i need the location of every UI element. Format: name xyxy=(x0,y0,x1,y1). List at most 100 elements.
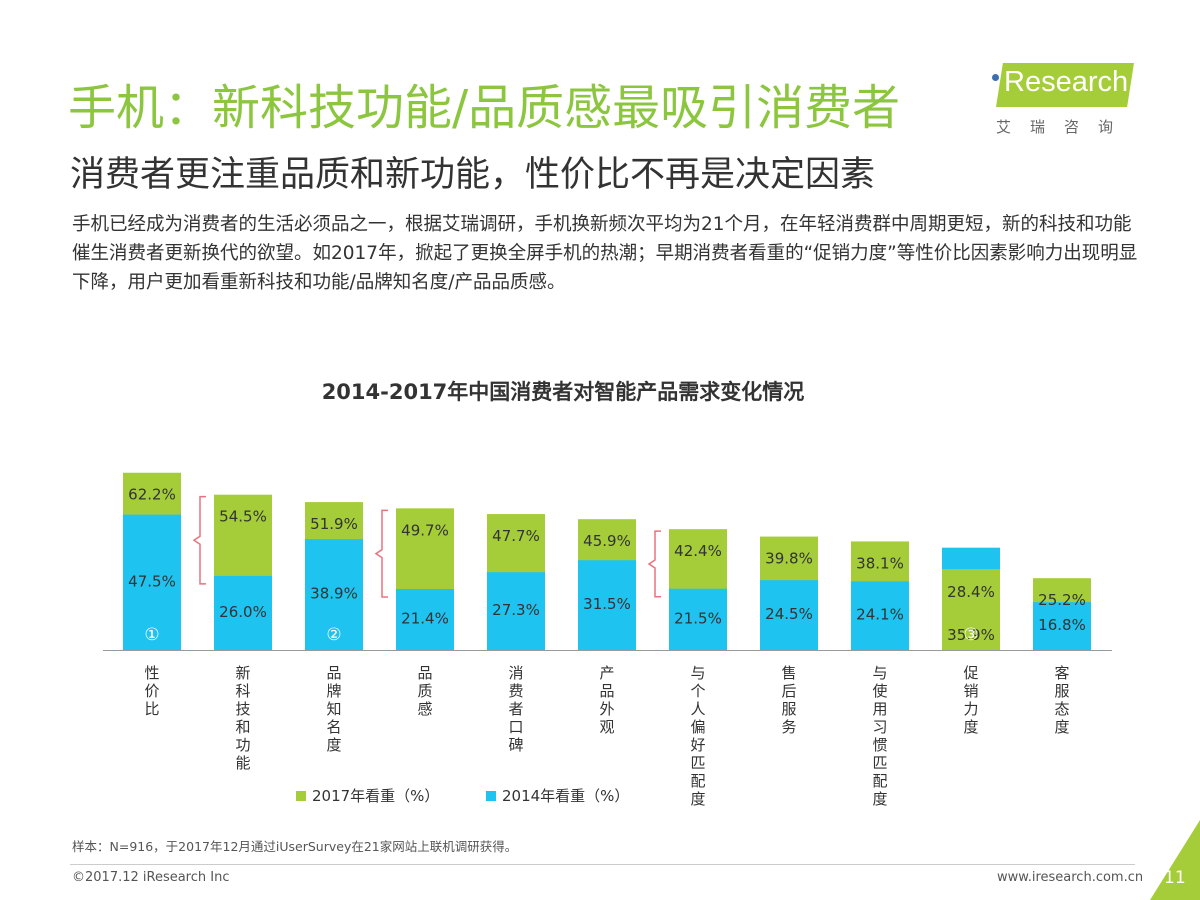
xtick-label-6-7: 度 xyxy=(690,790,705,808)
label-2017-6: 42.4% xyxy=(674,542,722,560)
xtick-label-1-5: 能 xyxy=(235,754,250,772)
bar-2014-5 xyxy=(578,560,636,650)
corner-decoration xyxy=(1150,820,1200,900)
xtick-label-4-2: 者 xyxy=(508,700,523,718)
label-2014-9: 35.9% xyxy=(947,626,995,644)
bar-2014-2 xyxy=(305,539,363,650)
xtick-label-8-2: 用 xyxy=(872,700,887,718)
label-2017-9: 28.4% xyxy=(947,583,995,601)
bar-2014-10 xyxy=(1033,602,1091,650)
bar-2017-9 xyxy=(942,569,1000,650)
xtick-label-1-2: 技 xyxy=(235,700,250,718)
annotation-2: ③ xyxy=(963,625,978,645)
logo-dot-icon xyxy=(992,74,999,81)
xtick-label-0-2: 比 xyxy=(144,700,159,718)
xtick-label-7-1: 后 xyxy=(781,682,796,700)
xtick-label-7-3: 务 xyxy=(781,718,796,736)
page-subtitle: 消费者更注重品质和新功能，性价比不再是决定因素 xyxy=(70,155,876,195)
xtick-label-3-0: 品 xyxy=(417,664,432,682)
xtick-label-1-4: 功 xyxy=(235,736,250,754)
xtick-label-4-1: 费 xyxy=(508,682,523,700)
xtick-label-1-0: 新 xyxy=(235,664,250,682)
xtick-label-2-1: 牌 xyxy=(326,682,341,700)
label-2017-8: 38.1% xyxy=(856,554,904,572)
xtick-label-1-1: 科 xyxy=(235,682,250,700)
label-2014-3: 21.4% xyxy=(401,610,449,628)
label-2014-6: 21.5% xyxy=(674,609,722,627)
xtick-label-6-2: 人 xyxy=(690,700,705,718)
legend-swatch-2017 xyxy=(296,791,306,801)
xtick-label-5-3: 观 xyxy=(599,718,614,736)
xtick-label-8-7: 度 xyxy=(872,790,887,808)
label-2014-1: 26.0% xyxy=(219,603,267,621)
xtick-label-10-2: 态 xyxy=(1054,700,1069,718)
page-title: 手机：新科技功能/品质感最吸引消费者 xyxy=(68,80,901,136)
label-2014-5: 31.5% xyxy=(583,595,631,613)
page-number: 11 xyxy=(1164,868,1186,888)
label-2014-4: 27.3% xyxy=(492,601,540,619)
xtick-label-6-4: 好 xyxy=(690,736,705,754)
bar-2014-1 xyxy=(214,575,272,650)
xtick-label-6-6: 配 xyxy=(690,772,705,790)
xtick-label-5-0: 产 xyxy=(599,664,614,682)
label-2017-2: 51.9% xyxy=(310,515,358,533)
xtick-label-4-0: 消 xyxy=(508,664,523,682)
annotation-1: ② xyxy=(326,625,341,645)
legend-label-2014: 2014年看重（%） xyxy=(502,787,629,805)
xtick-label-7-2: 服 xyxy=(781,700,796,718)
xtick-label-8-0: 与 xyxy=(872,664,887,682)
xtick-label-2-3: 名 xyxy=(326,718,341,736)
xtick-label-9-3: 度 xyxy=(963,718,978,736)
xtick-label-2-4: 度 xyxy=(326,736,341,754)
xtick-label-10-3: 度 xyxy=(1054,718,1069,736)
label-2017-5: 45.9% xyxy=(583,532,631,550)
label-2014-8: 24.1% xyxy=(856,606,904,624)
xtick-label-6-0: 与 xyxy=(690,664,705,682)
xtick-label-6-3: 偏 xyxy=(690,718,705,736)
bar-2014-6 xyxy=(669,588,727,650)
bracket-2 xyxy=(647,530,661,598)
logo-cn-text: 艾瑞咨询 xyxy=(996,118,1133,136)
copyright-text: ©2017.12 iResearch Inc xyxy=(72,870,230,885)
xtick-label-0-1: 价 xyxy=(144,682,159,700)
xtick-label-5-1: 品 xyxy=(599,682,614,700)
bar-2014-4 xyxy=(487,572,545,650)
logo-text: Research xyxy=(1004,66,1129,98)
legend-label-2017: 2017年看重（%） xyxy=(312,787,439,805)
bar-2014-0 xyxy=(123,514,181,650)
xtick-label-10-0: 客 xyxy=(1054,664,1069,682)
xtick-label-9-1: 销 xyxy=(963,682,978,700)
xtick-label-2-2: 知 xyxy=(326,700,341,718)
xtick-label-10-1: 服 xyxy=(1054,682,1069,700)
intro-paragraph: 手机已经成为消费者的生活必须品之一，根据艾瑞调研，手机换新频次平均为21个月，在… xyxy=(72,214,1138,293)
sample-footnote: 样本：N=916，于2017年12月通过iUserSurvey在21家网站上联机… xyxy=(72,839,518,854)
iresearch-logo: Research 艾瑞咨询 xyxy=(990,60,1150,140)
xtick-label-8-4: 惯 xyxy=(872,736,887,754)
label-2017-0: 62.2% xyxy=(128,486,176,504)
xtick-label-8-6: 配 xyxy=(872,772,887,790)
legend-swatch-2014 xyxy=(486,791,496,801)
annotation-0: ① xyxy=(144,625,159,645)
xtick-label-5-2: 外 xyxy=(599,700,614,718)
xtick-label-3-1: 质 xyxy=(417,682,432,700)
label-2014-0: 47.5% xyxy=(128,572,176,590)
label-2017-1: 54.5% xyxy=(219,508,267,526)
logo-badge xyxy=(996,63,1134,107)
xtick-label-6-1: 个 xyxy=(690,682,705,700)
corner-triangle xyxy=(1150,820,1200,900)
bar-2014-8 xyxy=(851,581,909,650)
xtick-label-4-4: 碑 xyxy=(508,736,523,754)
xtick-label-8-3: 习 xyxy=(872,718,887,736)
label-2017-10: 25.2% xyxy=(1038,591,1086,609)
xtick-label-9-0: 促 xyxy=(963,664,978,682)
chart-title: 2014-2017年中国消费者对智能产品需求变化情况 xyxy=(321,380,805,404)
footer-divider xyxy=(70,864,1135,865)
xtick-label-1-3: 和 xyxy=(235,718,250,736)
bar-2014-3 xyxy=(396,589,454,650)
bar-2014-7 xyxy=(760,580,818,650)
xtick-label-8-1: 使 xyxy=(872,682,887,700)
xtick-label-7-0: 售 xyxy=(781,664,796,682)
xtick-label-2-0: 品 xyxy=(326,664,341,682)
label-2014-7: 24.5% xyxy=(765,605,813,623)
